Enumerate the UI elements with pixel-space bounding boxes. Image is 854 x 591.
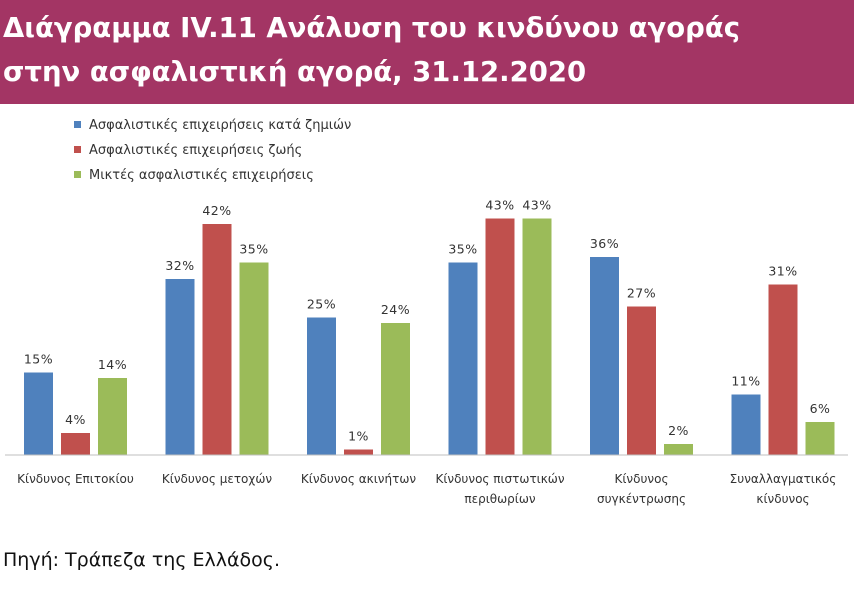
- bar-5-3: [664, 444, 693, 455]
- bar-1-2: [61, 433, 90, 455]
- category-label-2: Κίνδυνος μετοχών: [162, 472, 272, 486]
- data-label-1-2: 4%: [65, 412, 86, 427]
- data-label-2-2: 42%: [202, 203, 231, 218]
- bar-3-2: [344, 449, 373, 455]
- bar-2-1: [165, 279, 195, 455]
- chart-area: Ασφαλιστικές επιχειρήσεις κατά ζημιών Ασφ…: [0, 104, 854, 536]
- bar-4-1: [448, 262, 478, 455]
- legend-swatch-2: [74, 146, 81, 153]
- bar-6-2: [768, 284, 798, 455]
- bar-5-2: [627, 306, 656, 455]
- data-label-6-1: 11%: [731, 374, 760, 389]
- source-note: Πηγή: Τράπεζα της Ελλάδος.: [3, 549, 280, 571]
- data-label-4-3: 43%: [522, 198, 551, 213]
- bar-chart: Ασφαλιστικές επιχειρήσεις κατά ζημιών Ασφ…: [5, 118, 848, 506]
- bar-6-3: [805, 422, 835, 455]
- title-banner: Διάγραμμα IV.11 Ανάλυση του κινδύνου αγο…: [0, 0, 854, 104]
- category-label-6-line-1: Συναλλαγματικός: [730, 472, 837, 486]
- data-label-2-1: 32%: [165, 258, 194, 273]
- bar-4-2: [485, 218, 515, 455]
- data-label-3-1: 25%: [307, 297, 336, 312]
- category-label-5-line-2: συγκέντρωσης: [597, 492, 686, 506]
- category-label-6-line-2: κίνδυνος: [756, 492, 809, 506]
- bar-2-3: [239, 262, 269, 455]
- bar-4-3: [522, 218, 552, 455]
- bar-1-1: [24, 372, 53, 455]
- data-label-5-3: 2%: [668, 423, 689, 438]
- data-label-2-3: 35%: [239, 242, 268, 257]
- data-label-5-2: 27%: [627, 286, 656, 301]
- data-label-1-1: 15%: [24, 352, 53, 367]
- bar-2-2: [202, 224, 232, 455]
- bar-6-1: [731, 394, 761, 455]
- data-label-3-3: 24%: [381, 302, 410, 317]
- chart-title-line-1: Διάγραμμα IV.11 Ανάλυση του κινδύνου αγο…: [3, 12, 741, 44]
- chart-title-line-2: στην ασφαλιστική αγορά, 31.12.2020: [3, 56, 587, 88]
- data-label-4-2: 43%: [485, 198, 514, 213]
- category-label-1: Κίνδυνος Επιτοκίου: [17, 472, 134, 486]
- legend-swatch-1: [74, 121, 81, 128]
- data-label-6-2: 31%: [768, 264, 797, 279]
- category-label-3: Κίνδυνος ακινήτων: [301, 472, 416, 486]
- data-label-6-3: 6%: [810, 401, 831, 416]
- data-label-3-2: 1%: [348, 429, 369, 444]
- legend-label-3: Μικτές ασφαλιστικές επιχειρήσεις: [89, 168, 314, 183]
- data-label-5-1: 36%: [590, 236, 619, 251]
- bar-3-1: [307, 317, 336, 455]
- bars: 15% 4% 14% 32% 42% 35% 25% 1% 24% 35% 43% 43% 36% 27%…: [24, 198, 835, 455]
- category-labels: Κίνδυνος Επιτοκίου Κίνδυνος μετοχών Κίνδυν…: [17, 472, 836, 506]
- data-label-4-1: 35%: [448, 242, 477, 257]
- legend-label-1: Ασφαλιστικές επιχειρήσεις κατά ζημιών: [89, 118, 351, 133]
- bar-5-1: [590, 257, 619, 455]
- data-label-1-3: 14%: [98, 357, 127, 372]
- bar-1-3: [98, 378, 127, 455]
- category-label-5-line-1: Κίνδυνος: [614, 472, 668, 486]
- legend: Ασφαλιστικές επιχειρήσεις κατά ζημιών Ασφ…: [74, 118, 351, 183]
- category-label-4-line-1: Κίνδυνος πιστωτικών: [435, 472, 564, 486]
- bar-3-3: [381, 323, 410, 455]
- category-label-4-line-2: περιθωρίων: [464, 492, 536, 506]
- legend-swatch-3: [74, 171, 81, 178]
- legend-label-2: Ασφαλιστικές επιχειρήσεις ζωής: [89, 143, 302, 158]
